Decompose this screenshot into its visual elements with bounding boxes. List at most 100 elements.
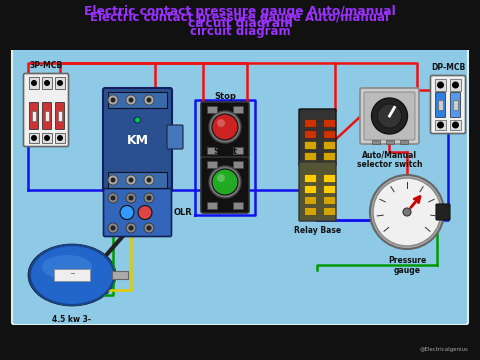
Circle shape: [146, 195, 152, 201]
FancyBboxPatch shape: [435, 93, 445, 117]
Text: @Electricalgenius: @Electricalgenius: [419, 347, 468, 352]
FancyBboxPatch shape: [43, 103, 51, 130]
Bar: [323, 152, 335, 160]
Text: 3P-MCB: 3P-MCB: [29, 61, 62, 70]
Bar: [55, 77, 65, 89]
FancyBboxPatch shape: [299, 109, 336, 166]
Bar: [385, 140, 394, 144]
FancyBboxPatch shape: [360, 88, 419, 144]
Bar: [42, 133, 52, 143]
FancyBboxPatch shape: [12, 35, 468, 325]
Bar: [304, 185, 316, 193]
Circle shape: [44, 80, 50, 86]
Circle shape: [129, 98, 133, 103]
Circle shape: [31, 135, 37, 141]
Circle shape: [129, 225, 133, 230]
Bar: [450, 79, 461, 91]
Bar: [54, 269, 90, 281]
Circle shape: [144, 223, 154, 233]
Bar: [323, 174, 335, 182]
Circle shape: [129, 177, 133, 183]
FancyBboxPatch shape: [299, 162, 336, 221]
Ellipse shape: [42, 255, 92, 279]
Circle shape: [110, 225, 116, 230]
Bar: [323, 130, 335, 138]
Bar: [399, 140, 408, 144]
Text: KM: KM: [127, 134, 148, 147]
Bar: [435, 120, 446, 130]
Circle shape: [126, 95, 136, 105]
Bar: [450, 120, 461, 130]
Circle shape: [144, 175, 154, 185]
Bar: [0, 325, 480, 360]
FancyBboxPatch shape: [201, 157, 249, 213]
Circle shape: [144, 193, 154, 203]
Bar: [304, 130, 316, 138]
Circle shape: [146, 98, 152, 103]
Bar: [233, 202, 243, 209]
Bar: [0, 0, 480, 50]
Text: circuit diagram: circuit diagram: [190, 26, 290, 39]
Text: Electric contact pressure gauge Auto/manual: Electric contact pressure gauge Auto/man…: [91, 12, 389, 24]
Circle shape: [370, 175, 444, 249]
Circle shape: [377, 104, 401, 128]
Text: Pressure
gauge: Pressure gauge: [388, 256, 426, 275]
Circle shape: [212, 169, 238, 195]
Bar: [207, 147, 217, 154]
Circle shape: [57, 80, 63, 86]
Bar: [372, 140, 380, 144]
Text: 4.5 kw 3-
phase motor: 4.5 kw 3- phase motor: [45, 315, 99, 334]
Circle shape: [373, 178, 441, 246]
Circle shape: [110, 195, 116, 201]
Bar: [323, 207, 335, 215]
Circle shape: [212, 114, 238, 140]
Bar: [233, 147, 243, 154]
Bar: [112, 271, 128, 279]
Circle shape: [108, 175, 118, 185]
Circle shape: [126, 223, 136, 233]
FancyBboxPatch shape: [364, 92, 415, 140]
Circle shape: [452, 81, 459, 89]
Circle shape: [437, 81, 444, 89]
Bar: [108, 110, 167, 170]
Bar: [304, 152, 316, 160]
Circle shape: [126, 175, 136, 185]
Bar: [323, 119, 335, 127]
Circle shape: [452, 122, 459, 129]
Bar: [304, 174, 316, 182]
Ellipse shape: [28, 244, 116, 306]
Circle shape: [126, 193, 136, 203]
Bar: [29, 133, 39, 143]
Text: OLR: OLR: [174, 208, 193, 217]
FancyBboxPatch shape: [431, 76, 466, 134]
Circle shape: [57, 135, 63, 141]
Circle shape: [146, 177, 152, 183]
Circle shape: [134, 117, 141, 123]
Bar: [58, 111, 62, 121]
Bar: [42, 77, 52, 89]
FancyBboxPatch shape: [103, 88, 172, 192]
Text: Start: Start: [213, 147, 237, 156]
Bar: [0, 0, 480, 35]
Circle shape: [209, 166, 241, 198]
Text: Relay Base: Relay Base: [294, 226, 341, 235]
Bar: [0, 328, 480, 360]
Bar: [453, 100, 458, 110]
Bar: [304, 207, 316, 215]
Circle shape: [108, 193, 118, 203]
Circle shape: [217, 174, 225, 182]
Bar: [304, 119, 316, 127]
FancyBboxPatch shape: [24, 73, 69, 147]
Circle shape: [108, 223, 118, 233]
Circle shape: [108, 95, 118, 105]
Circle shape: [120, 206, 134, 220]
Circle shape: [129, 195, 133, 201]
Bar: [29, 77, 39, 89]
Circle shape: [31, 80, 37, 86]
Bar: [323, 196, 335, 204]
FancyBboxPatch shape: [29, 103, 38, 130]
Bar: [233, 161, 243, 168]
Circle shape: [110, 177, 116, 183]
Bar: [304, 196, 316, 204]
FancyBboxPatch shape: [167, 125, 183, 149]
